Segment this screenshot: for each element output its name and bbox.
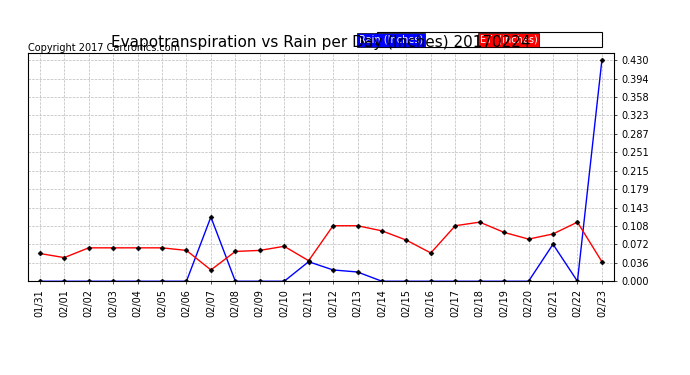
Text: Rain (Inches): Rain (Inches): [359, 35, 424, 45]
Text: ET  (Inches): ET (Inches): [480, 35, 538, 45]
Text: Copyright 2017 Cartronics.com: Copyright 2017 Cartronics.com: [28, 44, 179, 53]
Title: Evapotranspiration vs Rain per Day (Inches) 20170224: Evapotranspiration vs Rain per Day (Inch…: [111, 35, 531, 50]
